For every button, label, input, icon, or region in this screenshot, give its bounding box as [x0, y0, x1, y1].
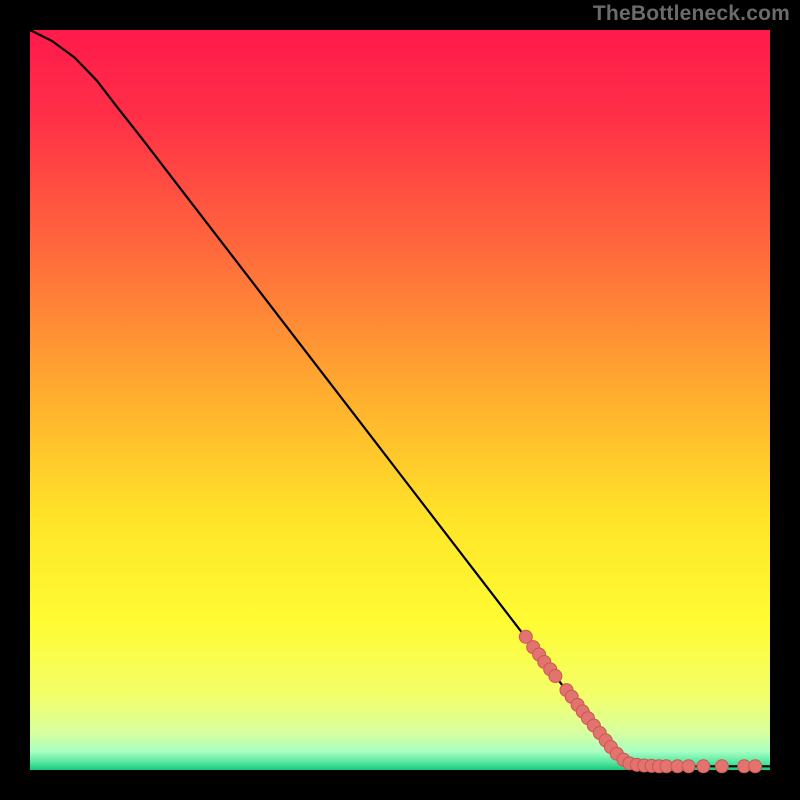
data-marker — [749, 760, 762, 773]
marker-group — [519, 630, 761, 773]
data-marker — [682, 760, 695, 773]
plot-area — [30, 30, 770, 770]
chart-overlay — [30, 30, 770, 770]
chart-container: TheBottleneck.com — [0, 0, 800, 800]
data-marker — [549, 670, 562, 683]
attribution-text: TheBottleneck.com — [593, 2, 790, 26]
data-marker — [697, 760, 710, 773]
data-marker — [715, 760, 728, 773]
curve-line — [30, 30, 770, 766]
